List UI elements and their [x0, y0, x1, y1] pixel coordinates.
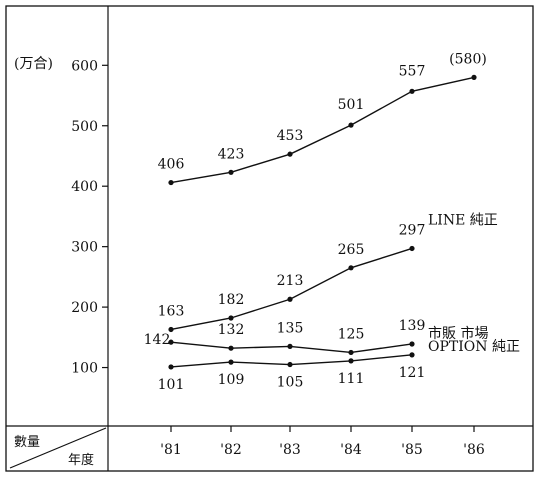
data-point: [409, 352, 415, 358]
data-point: [287, 151, 293, 157]
data-label: 109: [218, 372, 245, 388]
data-label: 105: [277, 375, 304, 391]
data-point: [228, 359, 234, 365]
data-point: [348, 349, 354, 356]
data-point: [168, 326, 174, 333]
data-label: 297: [399, 222, 426, 238]
data-point: [409, 245, 415, 252]
data-point: [409, 88, 415, 94]
data-point: [348, 122, 354, 128]
series-name-label: OPTION 純正: [428, 339, 520, 355]
series-name-label: 市販 市場: [428, 325, 488, 342]
data-label: 135: [277, 320, 304, 336]
y-tick-label: 500: [71, 119, 98, 135]
data-label: 139: [399, 318, 426, 334]
corner-diagonal: [9, 427, 107, 469]
data-label: 101: [158, 377, 185, 393]
data-point: [228, 345, 234, 351]
data-label: 111: [338, 371, 365, 387]
y-tick-label: 200: [71, 300, 98, 316]
data-label: 163: [158, 303, 185, 319]
corner-label-year: 年度: [68, 452, 94, 468]
data-label: 406: [158, 157, 185, 173]
y-tick-label: 300: [71, 240, 98, 256]
data-label: 265: [338, 242, 365, 258]
data-point: [287, 296, 293, 302]
data-point: [168, 339, 174, 345]
series-group: 406 423 453 501 557 (580) 163 182 213 265 297LINE …: [144, 51, 520, 393]
data-point: [168, 364, 174, 370]
data-label: 132: [218, 322, 245, 338]
series-name-label: LINE 純正: [428, 212, 498, 228]
x-tick-label: '85: [401, 442, 423, 458]
x-ticks: '81 '82 '83 '84 '85 '86: [160, 426, 485, 458]
y-unit-label: (万合): [14, 56, 53, 72]
y-tick-label: 400: [71, 179, 98, 195]
series-1: 406 423 453 501 557 (580): [158, 51, 487, 186]
corner-label-quantity: 數量: [14, 435, 40, 450]
y-tick-label: 100: [71, 361, 98, 377]
data-label: 213: [277, 273, 304, 289]
x-tick-label: '81: [160, 442, 182, 458]
data-point: [228, 315, 234, 321]
data-point: [168, 179, 174, 186]
data-point: [409, 341, 415, 347]
series-3: 142 132 135 125 139 市販 市場: [144, 318, 488, 356]
data-label: 453: [277, 128, 304, 144]
data-label: 423: [218, 146, 245, 162]
data-label: 125: [338, 326, 365, 342]
data-point: [348, 265, 354, 271]
data-point: [287, 343, 293, 349]
y-tick-label: 600: [71, 58, 98, 74]
data-point: [287, 361, 293, 368]
data-label: (580): [449, 51, 487, 67]
series-line: [170, 76, 475, 184]
data-label: 182: [218, 292, 245, 308]
x-tick-label: '83: [279, 442, 301, 458]
data-point: [348, 358, 354, 364]
chart-frame: [5, 5, 534, 472]
data-label: 142: [144, 332, 171, 348]
y-ticks: 100 200 300 400 500 600: [71, 58, 108, 377]
data-point: [228, 169, 234, 175]
data-point: [471, 74, 477, 80]
x-tick-label: '86: [463, 442, 485, 458]
data-label: 557: [399, 63, 426, 79]
x-tick-label: '82: [220, 442, 242, 458]
data-label: 121: [399, 365, 426, 381]
x-tick-label: '84: [340, 442, 362, 458]
data-label: 501: [338, 97, 365, 113]
